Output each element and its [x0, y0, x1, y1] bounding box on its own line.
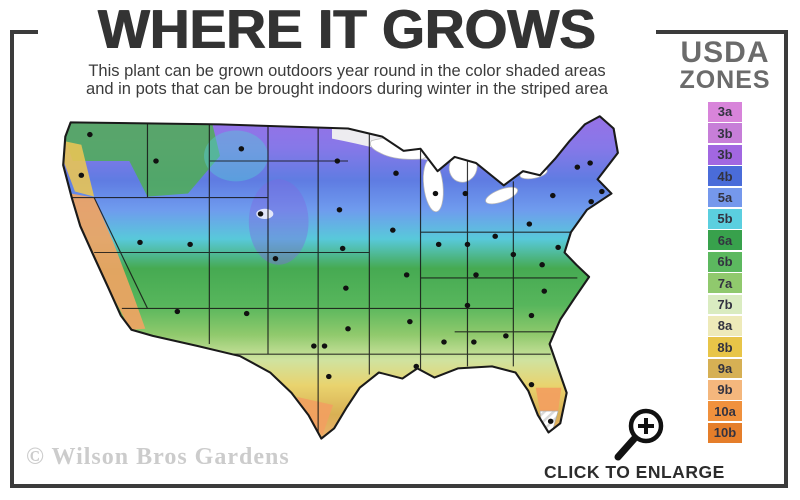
legend-title-zones: ZONES: [679, 66, 771, 94]
subtitle: This plant can be grown outdoors year ro…: [38, 62, 656, 99]
legend-zone-9b: 9b: [708, 380, 742, 400]
legend-zone-list: 3a 3b 3b 4b 5a 5b 6a 6b 7a 7b 8a 8b 9a 9b 10a 10b: [662, 102, 788, 443]
legend-title-usda: USDA: [680, 36, 770, 69]
legend-zone-4b: 4b: [708, 166, 742, 186]
legend-zone-10b: 10b: [708, 422, 742, 443]
legend-zone-8a: 8a: [708, 315, 742, 336]
legend-zone-3a: 3a: [708, 102, 742, 122]
title-block: WHERE IT GROWS This plant can be grown o…: [38, 0, 656, 99]
page-title: WHERE IT GROWS: [97, 0, 597, 60]
click-to-enlarge-label[interactable]: CLICK TO ENLARGE: [544, 462, 725, 482]
legend-zone-3b: 3b: [708, 144, 742, 165]
legend-zone-3b: 3b: [708, 123, 742, 144]
legend-zone-5a: 5a: [708, 187, 742, 208]
subtitle-line-1: This plant can be grown outdoors year ro…: [88, 62, 606, 80]
usda-zone-map[interactable]: [28, 100, 668, 466]
legend-zone-9a: 9a: [708, 358, 742, 379]
legend-zone-7a: 7a: [708, 273, 742, 293]
legend-zone-6b: 6b: [708, 251, 742, 272]
legend-zone-5b: 5b: [708, 208, 742, 229]
magnifier-plus-icon[interactable]: [608, 402, 670, 471]
state-borders: [64, 116, 578, 436]
usda-zones-legend: USDA ZONES 3a 3b 3b 4b 5a 5b 6a 6b 7a 7b 8a 8b 9a 9b 1…: [662, 38, 788, 443]
legend-zone-10a: 10a: [708, 401, 742, 422]
legend-zone-7b: 7b: [708, 294, 742, 315]
legend-zone-8b: 8b: [708, 337, 742, 358]
legend-zone-6a: 6a: [708, 230, 742, 251]
watermark: © Wilson Bros Gardens: [26, 444, 290, 470]
state-marker-dots: [76, 131, 605, 424]
us-outline: [62, 115, 619, 440]
subtitle-line-2: and in pots that can be brought indoors …: [86, 80, 608, 99]
usda-zone-map-svg: [62, 115, 619, 440]
map-fill-layers: [63, 116, 618, 439]
